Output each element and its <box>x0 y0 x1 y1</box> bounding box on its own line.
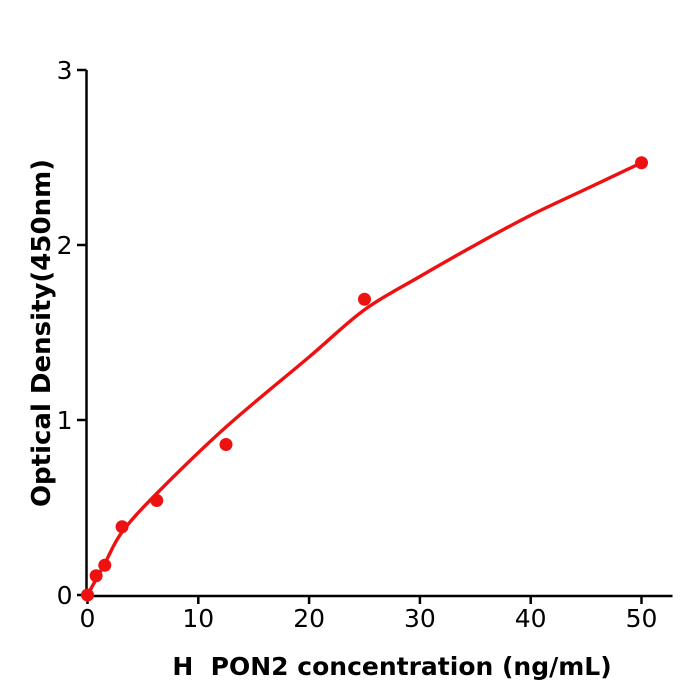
x-tick-label: 10 <box>182 604 214 633</box>
x-tick-label: 30 <box>404 604 436 633</box>
x-tick-label: 40 <box>515 604 547 633</box>
y-tick-label: 2 <box>57 231 73 260</box>
fitted-curve <box>85 161 644 597</box>
data-point <box>219 438 233 451</box>
y-tick-label: 1 <box>57 406 73 435</box>
y-tick-label: 3 <box>57 56 73 85</box>
y-tick-label: 0 <box>57 581 73 610</box>
x-tick-label: 50 <box>626 604 658 633</box>
data-point <box>358 292 371 306</box>
x-axis-title: H PON2 concentration (ng/mL) <box>172 652 612 681</box>
y-axis-title: Optical Density(450nm) <box>27 158 57 508</box>
x-tick-label: 20 <box>293 604 325 633</box>
x-tick-label: 0 <box>80 604 96 633</box>
